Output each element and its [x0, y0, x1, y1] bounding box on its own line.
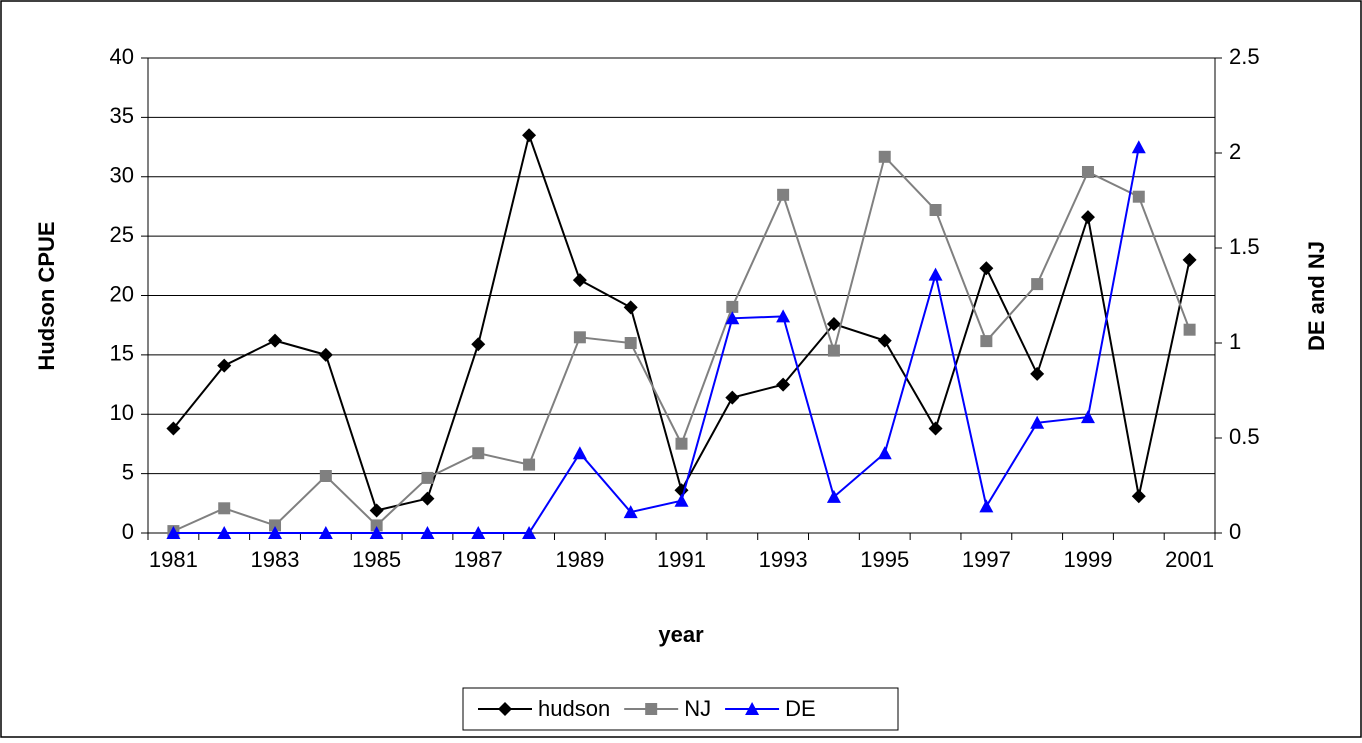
x-tick-label: 1983 [251, 547, 300, 572]
x-tick-label: 1995 [860, 547, 909, 572]
x-tick-label: 1981 [149, 547, 198, 572]
marker [1182, 252, 1197, 267]
marker [421, 471, 434, 484]
marker [166, 526, 181, 539]
marker [725, 311, 740, 325]
x-tick-label: 1987 [454, 547, 503, 572]
marker [1131, 489, 1146, 504]
legend-box [462, 687, 899, 731]
marker [523, 458, 536, 471]
marker [572, 446, 587, 460]
x-tick-label: 1989 [555, 547, 604, 572]
marker [573, 331, 586, 344]
y2-tick-label: 2.5 [1229, 44, 1260, 69]
marker [1030, 415, 1045, 429]
marker [369, 526, 384, 539]
marker [776, 377, 791, 392]
marker [471, 526, 486, 539]
marker [1132, 190, 1145, 203]
x-tick-label: 1999 [1063, 547, 1112, 572]
marker [217, 358, 232, 373]
x-axis-title: year [658, 622, 704, 647]
marker [929, 204, 942, 216]
marker [318, 526, 333, 539]
x-tick-label: 1985 [352, 547, 401, 572]
y2-tick-label: 1.5 [1229, 234, 1260, 259]
marker [877, 446, 892, 460]
marker [472, 447, 485, 460]
y-tick-label: 40 [110, 44, 134, 69]
marker [623, 300, 638, 315]
marker [980, 335, 993, 348]
y2-tick-label: 0.5 [1229, 424, 1260, 449]
marker [623, 505, 638, 519]
y-axis-title: Hudson CPUE [34, 221, 59, 370]
marker [1183, 323, 1196, 336]
y-tick-label: 20 [110, 281, 134, 306]
marker [1030, 366, 1045, 381]
marker [1080, 210, 1095, 225]
marker [369, 503, 384, 518]
y2-axis-title: DE and NJ [1304, 241, 1329, 351]
marker [1131, 140, 1146, 154]
legend-label: DE [785, 696, 816, 721]
marker [522, 526, 537, 539]
marker [928, 267, 943, 281]
marker [1080, 410, 1095, 424]
y-tick-label: 35 [110, 103, 134, 128]
marker [979, 499, 994, 513]
marker [1031, 278, 1044, 291]
marker [572, 273, 587, 288]
marker [776, 309, 791, 323]
marker [269, 519, 282, 532]
marker [979, 261, 994, 276]
y-tick-label: 0 [122, 519, 134, 544]
marker [645, 703, 658, 715]
marker [370, 519, 383, 532]
y-tick-label: 10 [110, 400, 134, 425]
legend-label: NJ [684, 696, 711, 721]
marker [725, 390, 740, 405]
marker [268, 526, 283, 539]
marker [218, 502, 231, 515]
legend-label: hudson [538, 696, 610, 721]
marker [318, 347, 333, 362]
marker [726, 300, 739, 313]
x-tick-label: 2001 [1165, 547, 1214, 572]
legend: hudson NJ DE [462, 687, 899, 731]
marker [420, 526, 435, 539]
y-tick-label: 15 [110, 341, 134, 366]
marker [928, 421, 943, 436]
y2-tick-label: 1 [1229, 329, 1241, 354]
marker [624, 337, 637, 349]
y-tick-label: 5 [122, 459, 134, 484]
marker [522, 128, 537, 143]
marker [319, 470, 332, 482]
marker [471, 337, 486, 352]
y-tick-label: 30 [110, 163, 134, 188]
marker [826, 317, 841, 331]
marker [674, 493, 689, 507]
marker [675, 437, 688, 450]
marker [268, 333, 283, 348]
marker [777, 188, 790, 201]
y-tick-label: 25 [110, 222, 134, 247]
y2-tick-label: 2 [1229, 139, 1241, 164]
x-tick-label: 1993 [759, 547, 808, 572]
marker [166, 421, 181, 436]
marker [826, 489, 841, 503]
marker [1081, 166, 1094, 178]
marker [827, 344, 840, 357]
series-line [173, 147, 1140, 534]
y2-tick-label: 0 [1229, 519, 1241, 544]
marker [877, 333, 892, 348]
marker [745, 702, 760, 715]
x-tick-label: 1991 [657, 547, 706, 572]
marker [420, 491, 435, 506]
marker [498, 702, 512, 716]
marker [217, 526, 232, 539]
x-tick-label: 1997 [962, 547, 1011, 572]
marker [878, 150, 891, 163]
